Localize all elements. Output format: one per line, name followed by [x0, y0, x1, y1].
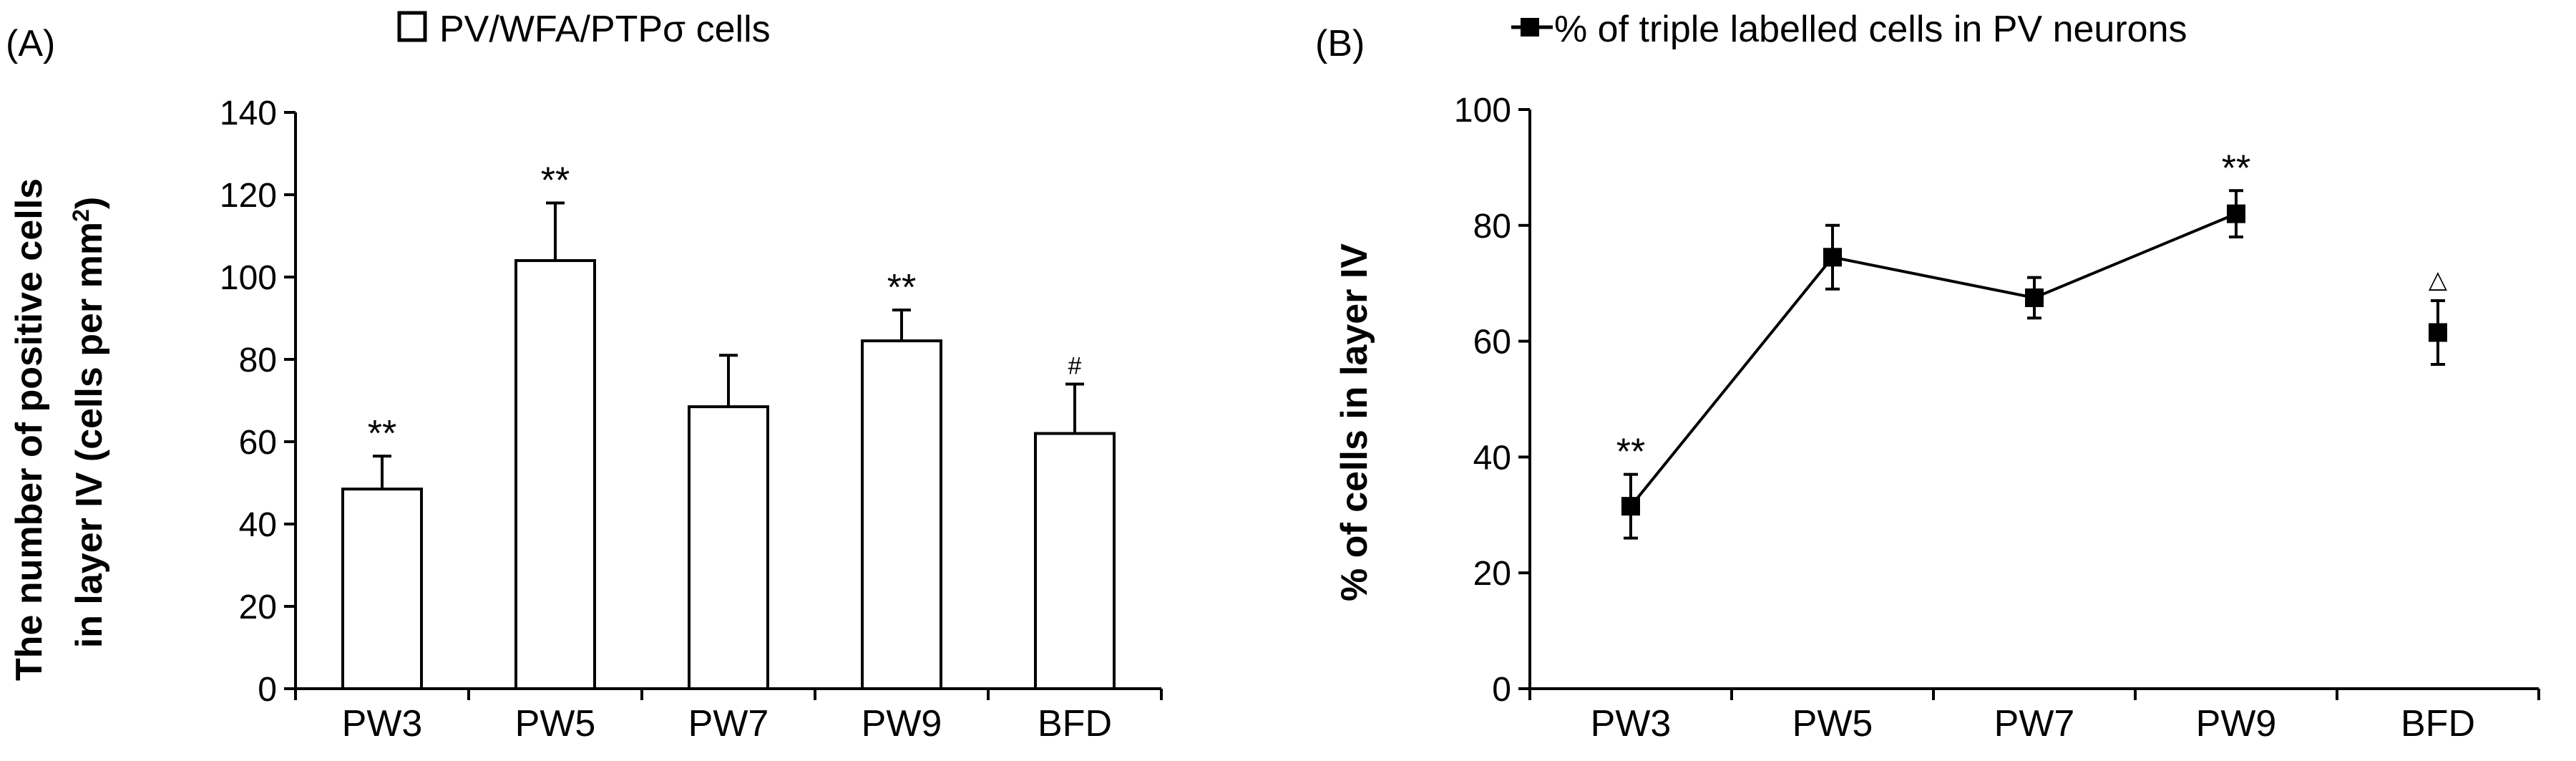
panel-a-significance-label: ** — [368, 413, 396, 455]
panel-a-significance-label: # — [1068, 353, 1082, 380]
panel-b-point — [2025, 288, 2044, 307]
panel-b-significance-label: △ — [2429, 266, 2448, 294]
panel-b-y-axis-title-group: % of cells in layer IV — [1334, 243, 1375, 601]
panel-b-x-tick-label: PW9 — [2196, 703, 2277, 745]
panel-a-y-tick-label: 20 — [239, 588, 277, 626]
panel-b-axes: 0 20 40 60 80 100 PW3 PW5 PW7 PW9 BFD — [1454, 92, 2540, 745]
panel-a-y-tick-label: 140 — [220, 94, 277, 132]
panel-a-y-axis-title-line2: in layer IV (cells per mm — [69, 222, 110, 648]
panel-a-y-tick-label: 80 — [239, 341, 277, 379]
panel-b-y-tick-label: 80 — [1473, 208, 1511, 246]
panel-a-axes: 0 20 40 60 80 100 120 140 PW3 PW5 PW7 PW9 BFD — [220, 94, 1163, 745]
panel-b-legend-label: % of triple labelled cells in PV neurons — [1554, 9, 2187, 50]
panel-a-bar — [688, 405, 769, 690]
panel-a-bar — [341, 488, 423, 690]
panel-b: (B) % of triple labelled cells in PV neu… — [1315, 9, 2540, 745]
panel-a-significance-label: ** — [541, 160, 570, 202]
panel-b-y-axis-title: % of cells in layer IV — [1334, 243, 1375, 601]
panel-b-point — [2429, 323, 2447, 342]
panel-a-bar — [1034, 432, 1116, 690]
panel-a-y-axis-title-2: in layer IV (cells per mm2) — [68, 197, 110, 649]
panel-b-series-line — [1629, 212, 2237, 508]
panel-b-y-tick-label: 40 — [1473, 439, 1511, 477]
panel-a-bar — [514, 259, 596, 690]
panel-b-label: (B) — [1315, 23, 1365, 64]
svg-text:in layer IV (cells per mm2): in layer IV (cells per mm2) — [68, 197, 110, 649]
panel-a-y-tick-label: 0 — [258, 671, 277, 709]
panel-a-legend: PV/WFA/PTPσ cells — [397, 9, 771, 50]
panel-b-x-tick-label: PW7 — [1994, 703, 2075, 745]
panel-b-point — [1823, 248, 1842, 267]
panel-a-y-axis-title-close: ) — [69, 197, 110, 209]
panel-a-legend-swatch — [397, 11, 427, 42]
panel-b-point — [1621, 497, 1640, 516]
panel-b-significance-label: ** — [1616, 432, 1645, 473]
panel-b-x-tick-label: BFD — [2401, 703, 2475, 745]
panel-a: (A) PV/WFA/PTPσ cells The number of posi… — [6, 9, 1163, 745]
panel-a-bars: ** ** ** # — [341, 160, 1116, 690]
panel-a-legend-label: PV/WFA/PTPσ cells — [439, 9, 771, 50]
panel-a-x-tick-label: PW5 — [515, 703, 596, 745]
panel-a-x-tick-label: BFD — [1038, 703, 1112, 745]
panel-b-point — [2227, 204, 2245, 223]
panel-b-y-tick-label: 60 — [1473, 324, 1511, 362]
panel-a-y-axis-title-line1: The number of positive cells — [9, 178, 50, 681]
panel-b-y-tick-label: 100 — [1454, 92, 1511, 130]
panel-b-points: ** ** △ — [1616, 147, 2448, 540]
panel-b-significance-label: ** — [2222, 147, 2250, 189]
panel-a-bar — [861, 339, 942, 690]
panel-a-x-tick-label: PW7 — [688, 703, 769, 745]
panel-b-x-tick-label: PW3 — [1591, 703, 1672, 745]
panel-b-legend-marker — [1521, 18, 1539, 37]
panel-a-significance-label: ** — [887, 267, 916, 309]
panel-a-y-tick-label: 120 — [220, 177, 277, 215]
panel-b-x-tick-label: PW5 — [1792, 703, 1873, 745]
panel-a-x-tick-label: PW9 — [862, 703, 942, 745]
panel-a-y-tick-label: 40 — [239, 506, 277, 544]
panel-b-legend: % of triple labelled cells in PV neurons — [1511, 9, 2187, 50]
panel-a-y-tick-label: 60 — [239, 424, 277, 462]
panel-a-label: (A) — [6, 23, 55, 64]
panel-b-y-tick-label: 0 — [1492, 671, 1511, 709]
panel-a-y-tick-label: 100 — [220, 259, 277, 297]
panel-a-x-tick-label: PW3 — [342, 703, 423, 745]
panel-b-y-tick-label: 20 — [1473, 555, 1511, 593]
panel-a-y-axis-title: The number of positive cells — [9, 178, 50, 681]
panel-a-y-axis-title-sup: 2 — [68, 209, 94, 222]
